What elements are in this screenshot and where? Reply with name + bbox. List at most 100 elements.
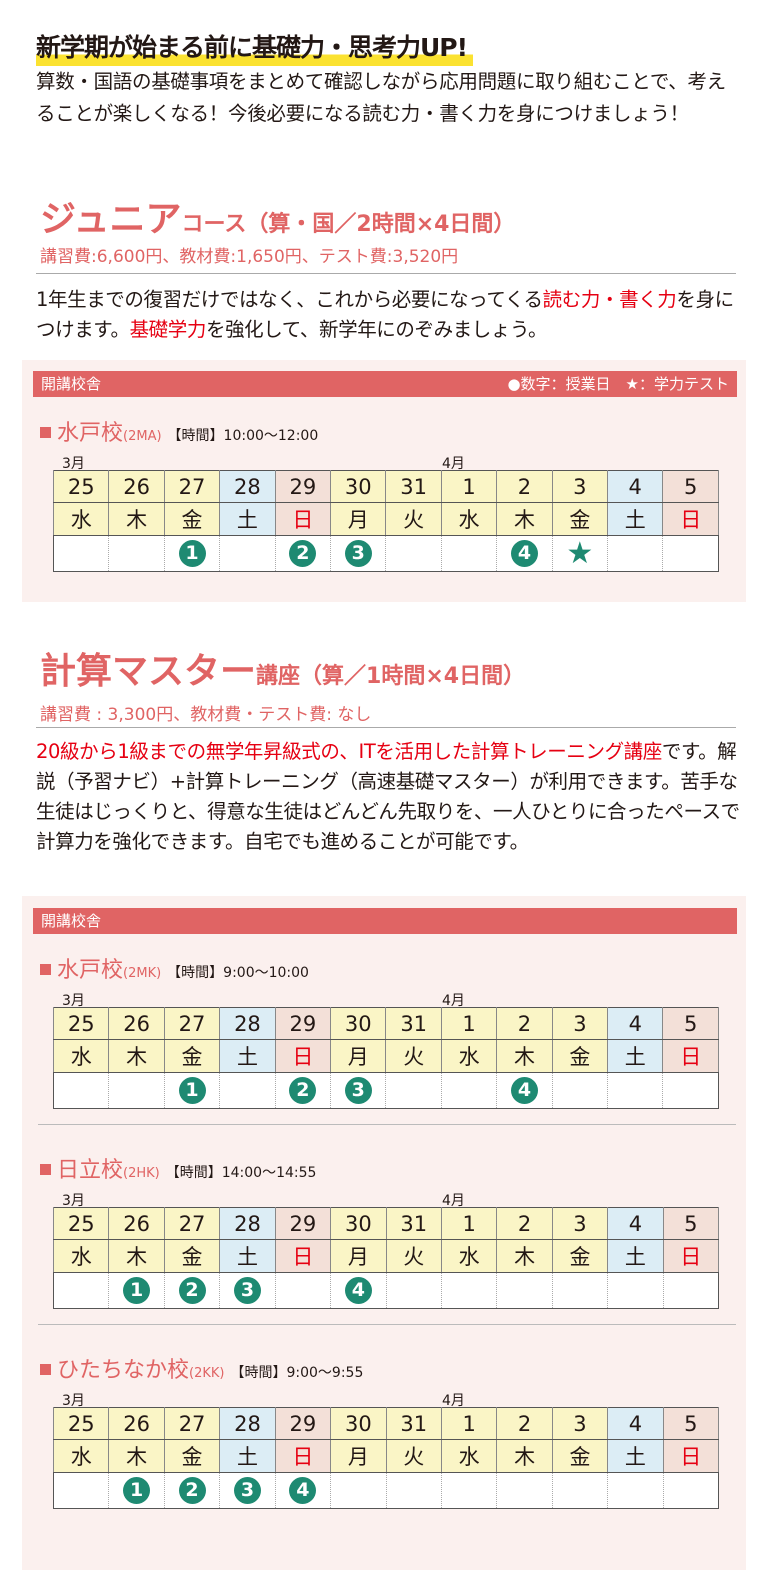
weekday-cell: 土 bbox=[607, 1039, 664, 1073]
desc-segment: 20級から1級までの無学年昇級式の、ITを活用した計算トレーニング講座 bbox=[36, 740, 662, 763]
date-cell: 5 bbox=[662, 1207, 720, 1240]
date-cell: 4 bbox=[607, 1007, 664, 1040]
junior-schools-panel: 開講校舎 ●数字：授業日 ★：学力テスト 水戸校(2MA) 【時間】10:00〜12:… bbox=[22, 360, 746, 602]
month-label-april: 4月 bbox=[442, 993, 465, 1009]
weekday-cell: 木 bbox=[108, 502, 165, 536]
weekday-cell: 土 bbox=[219, 1039, 276, 1073]
session-cell: 4 bbox=[496, 535, 553, 572]
date-cell: 4 bbox=[607, 1207, 664, 1240]
weekday-cell: 火 bbox=[385, 1239, 442, 1273]
session-cell bbox=[385, 1472, 442, 1509]
date-cell: 31 bbox=[385, 1407, 442, 1440]
session-cell: 2 bbox=[163, 1272, 221, 1309]
date-cell: 1 bbox=[440, 470, 498, 503]
weekday-cell: 金 bbox=[163, 1039, 221, 1073]
panel-label: 開講校舎 bbox=[41, 912, 102, 930]
date-cell: 27 bbox=[163, 470, 221, 503]
weekday-cell: 日 bbox=[662, 1239, 720, 1273]
session-cell: 1 bbox=[108, 1472, 165, 1509]
panel-header: 開講校舎 bbox=[33, 908, 737, 934]
date-cell: 30 bbox=[330, 470, 387, 503]
session-cell bbox=[219, 1072, 276, 1109]
course-code: (2HK) bbox=[123, 1166, 160, 1181]
session-cell bbox=[607, 1072, 664, 1109]
keisan-schools-panel: 開講校舎 水戸校(2MK) 【時間】9:00〜10:00 3月 4月 25 26 27 28 29… bbox=[22, 896, 746, 1570]
session-number-badge: 2 bbox=[178, 1277, 206, 1304]
title-sub: コース（算・国／2時間×4日間） bbox=[181, 212, 516, 237]
class-time: 【時間】9:00〜9:55 bbox=[230, 1365, 364, 1381]
session-cell: 1 bbox=[163, 535, 221, 572]
date-cell: 28 bbox=[219, 1407, 276, 1440]
session-cell bbox=[662, 1472, 720, 1509]
keisan-fee: 講習費 : 3,300円、教材費・テスト費: なし bbox=[40, 705, 372, 725]
date-cell: 27 bbox=[163, 1207, 221, 1240]
session-cell: 4 bbox=[496, 1072, 553, 1109]
date-cell: 5 bbox=[662, 1407, 720, 1440]
weekday-cell: 木 bbox=[496, 502, 553, 536]
weekday-cell: 金 bbox=[163, 502, 221, 536]
desc-segment: 基礎学力 bbox=[129, 318, 207, 341]
session-cell bbox=[219, 535, 276, 572]
month-label-march: 3月 bbox=[62, 1393, 85, 1409]
month-label-march: 3月 bbox=[62, 993, 85, 1009]
weekday-cell: 土 bbox=[607, 1439, 664, 1473]
session-number-badge: 1 bbox=[178, 540, 206, 567]
date-cell: 5 bbox=[662, 470, 719, 503]
course-code: (2KK) bbox=[189, 1366, 225, 1381]
session-cell: 3 bbox=[219, 1472, 276, 1509]
date-cell: 29 bbox=[274, 1207, 332, 1240]
session-cell: 4 bbox=[274, 1472, 332, 1509]
date-cell: 31 bbox=[385, 470, 442, 503]
session-number-badge: 2 bbox=[289, 1077, 317, 1104]
session-cell bbox=[496, 1272, 553, 1309]
weekday-cell: 月 bbox=[330, 1039, 387, 1073]
weekday-cell: 木 bbox=[496, 1439, 553, 1473]
weekday-cell: 金 bbox=[551, 1039, 609, 1073]
date-cell: 3 bbox=[551, 1207, 609, 1240]
weekday-cell: 日 bbox=[662, 1039, 719, 1073]
session-cell bbox=[551, 1272, 609, 1309]
school-heading: 水戸校(2MA) 【時間】10:00〜12:00 bbox=[40, 415, 318, 447]
session-cell bbox=[108, 535, 165, 572]
date-cell: 29 bbox=[274, 1007, 332, 1040]
class-time: 【時間】10:00〜12:00 bbox=[167, 428, 319, 444]
weekday-cell: 木 bbox=[108, 1239, 165, 1273]
weekday-cell: 月 bbox=[330, 502, 387, 536]
schedule-table: 25 26 27 28 29 30 31 1 2 3 4 5 水木金土日月火水木金土日 1 2 3 4 bbox=[52, 1007, 719, 1109]
school-name: ひたちなか校 bbox=[57, 1358, 190, 1383]
school-heading: 日立校(2HK) 【時間】14:00〜14:55 bbox=[40, 1152, 316, 1184]
weekday-cell: 日 bbox=[274, 1439, 332, 1473]
date-cell: 26 bbox=[108, 470, 165, 503]
weekday-cell: 日 bbox=[274, 502, 332, 536]
junior-fee: 講習費:6,600円、教材費:1,650円、テスト費:3,520円 bbox=[40, 247, 459, 267]
school-name: 水戸校 bbox=[57, 958, 124, 983]
date-cell: 5 bbox=[662, 1007, 719, 1040]
date-cell: 28 bbox=[219, 470, 276, 503]
session-number-badge: 1 bbox=[123, 1477, 151, 1504]
weekday-cell: 水 bbox=[440, 502, 498, 536]
schedule-table: 25 26 27 28 29 30 31 1 2 3 4 5 水木金土日月火水木金土日 1 2 3 4 bbox=[52, 1407, 720, 1509]
weekday-cell: 水 bbox=[52, 1039, 110, 1073]
date-cell: 25 bbox=[52, 1007, 110, 1040]
session-cell bbox=[440, 1272, 498, 1309]
date-cell: 30 bbox=[330, 1207, 387, 1240]
date-cell: 4 bbox=[607, 1407, 664, 1440]
session-cell: 2 bbox=[274, 535, 332, 572]
date-cell: 3 bbox=[551, 1407, 609, 1440]
session-cell: 2 bbox=[274, 1072, 332, 1109]
school-name: 日立校 bbox=[57, 1158, 124, 1183]
date-cell: 26 bbox=[108, 1007, 165, 1040]
session-number-badge: 2 bbox=[178, 1477, 206, 1504]
month-label-march: 3月 bbox=[62, 456, 85, 472]
keisan-course-title: 計算マスター講座（算／1時間×4日間） bbox=[40, 642, 525, 694]
date-cell: 4 bbox=[607, 470, 664, 503]
course-code: (2MK) bbox=[123, 966, 162, 981]
headline: 新学期が始まる前に基礎力・思考力UP! bbox=[36, 28, 474, 66]
session-number-badge: 2 bbox=[289, 540, 317, 567]
session-cell bbox=[52, 1272, 110, 1309]
date-cell: 30 bbox=[330, 1407, 387, 1440]
session-cell: 1 bbox=[163, 1072, 221, 1109]
date-cell: 2 bbox=[496, 1207, 553, 1240]
desc-segment: を身につけます。 bbox=[36, 288, 734, 341]
session-number-badge: 4 bbox=[344, 1277, 372, 1304]
